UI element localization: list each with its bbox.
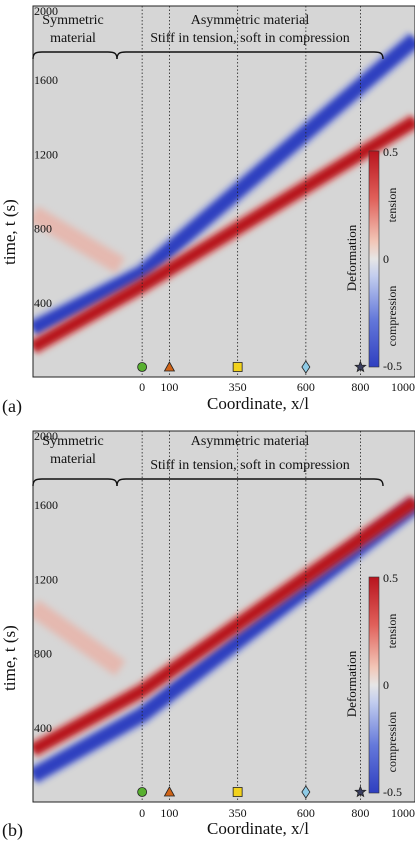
asymmetric-brace	[116, 51, 384, 60]
y-tick-label: 1600	[34, 73, 58, 87]
colorbar-b-tick-top: 0.5	[383, 571, 398, 585]
asymmetric-brace	[116, 478, 384, 487]
panel-b-xlabel: Coordinate, x/l	[207, 819, 309, 838]
x-tick-label: 100	[160, 806, 178, 820]
panel-b-letter: (b)	[2, 820, 23, 840]
y-tick-label: 1200	[34, 572, 58, 586]
marker-diamond	[301, 785, 311, 799]
marker-triangle	[163, 361, 176, 372]
marker-star	[354, 785, 367, 798]
colorbar-a: 0.5 0 -0.5 Deformation tension compressi…	[344, 145, 402, 373]
x-tick-label: 350	[229, 806, 247, 820]
colorbar-b-tension-label: tension	[385, 614, 399, 649]
colorbar-a-title: Deformation	[344, 224, 359, 291]
colorbar-b-gradient	[368, 576, 380, 794]
x-tick-label: 600	[297, 806, 315, 820]
y-tick-label: 400	[34, 721, 52, 735]
region-symmetric-label-2: material	[50, 452, 96, 467]
x-tick-label: 800	[351, 380, 369, 394]
plot-frame	[32, 430, 415, 803]
colorbar-b: 0.5 0 -0.5 Deformation tension compressi…	[344, 571, 402, 799]
region-asymmetric-label-1: Asymmetric material	[191, 13, 310, 28]
panel-a-region-labels: Symmetric material Asymmetric material S…	[32, 13, 384, 60]
region-asymmetric-label-1: Asymmetric material	[191, 434, 310, 449]
region-symmetric-label-1: Symmetric	[42, 434, 103, 449]
marker-square	[232, 362, 243, 372]
marker-circle	[137, 362, 148, 372]
region-symmetric-label-2: material	[50, 31, 96, 46]
panel-b-region-labels: Symmetric material Asymmetric material S…	[32, 434, 384, 487]
y-tick-label: 1200	[34, 147, 58, 161]
marker-triangle	[163, 786, 176, 797]
panel-a: 0 100 350 600 800 1000 400 800 1200 1600 2000 Symm…	[0, 4, 415, 417]
x-tick-label: 1000	[391, 380, 415, 394]
marker-square	[232, 787, 243, 797]
colorbar-a-tick-top: 0.5	[383, 145, 398, 159]
x-tick-label: 0	[139, 806, 145, 820]
panel-a-ylabel: time, t (s)	[0, 199, 19, 265]
colorbar-a-gradient	[368, 150, 380, 368]
y-tick-label: 400	[34, 296, 52, 310]
colorbar-a-tick-bottom: -0.5	[383, 359, 402, 373]
panel-b-ylabel: time, t (s)	[0, 625, 19, 691]
region-asymmetric-label-2: Stiff in tension, soft in compression	[150, 31, 350, 46]
colorbar-b-tick-bottom: -0.5	[383, 785, 402, 799]
marker-diamond	[301, 360, 311, 374]
x-tick-label: 100	[160, 380, 178, 394]
plot-frame	[32, 5, 415, 378]
x-tick-label: 0	[139, 380, 145, 394]
colorbar-a-tick-mid: 0	[383, 252, 389, 266]
x-tick-label: 600	[297, 380, 315, 394]
tension_faint-band-halo	[33, 206, 125, 274]
colorbar-a-compression-label: compression	[385, 286, 399, 347]
colorbar-a-tension-label: tension	[385, 188, 399, 223]
y-tick-label: 1600	[34, 498, 58, 512]
panel-a-letter: (a)	[2, 396, 22, 417]
y-tick-label: 2000	[34, 4, 58, 18]
y-tick-label: 800	[34, 222, 52, 236]
panel-a-xlabel: Coordinate, x/l	[207, 394, 309, 413]
colorbar-b-compression-label: compression	[385, 712, 399, 773]
x-tick-label: 1000	[391, 806, 415, 820]
marker-circle	[137, 787, 148, 797]
panel-b-plot: 0 100 350 600 800 1000 400 800 1200 1600 2000	[32, 429, 415, 820]
symmetric-brace	[32, 478, 118, 487]
marker-star	[354, 360, 367, 373]
panel-b: 0 100 350 600 800 1000 400 800 1200 1600 2000 Symm…	[0, 429, 415, 841]
region-asymmetric-label-2: Stiff in tension, soft in compression	[150, 458, 350, 473]
region-symmetric-label-1: Symmetric	[42, 13, 103, 28]
colorbar-b-title: Deformation	[344, 650, 359, 717]
tension_faint-band-halo	[33, 599, 126, 676]
symmetric-brace	[32, 51, 118, 60]
y-tick-label: 2000	[34, 429, 58, 443]
x-tick-label: 350	[229, 380, 247, 394]
panel-a-plot: 0 100 350 600 800 1000 400 800 1200 1600 2000	[32, 4, 415, 394]
colorbar-b-tick-mid: 0	[383, 678, 389, 692]
y-tick-label: 800	[34, 647, 52, 661]
x-tick-label: 800	[351, 806, 369, 820]
